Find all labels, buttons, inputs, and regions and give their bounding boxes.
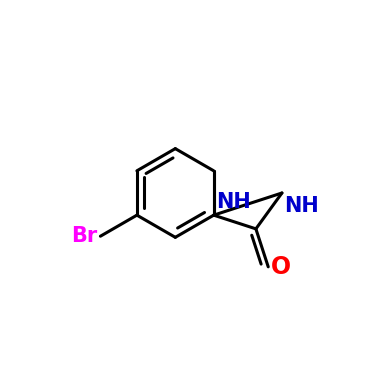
Text: NH: NH	[216, 192, 250, 212]
Text: Br: Br	[71, 226, 98, 246]
Text: O: O	[271, 255, 291, 279]
Text: NH: NH	[284, 196, 319, 216]
